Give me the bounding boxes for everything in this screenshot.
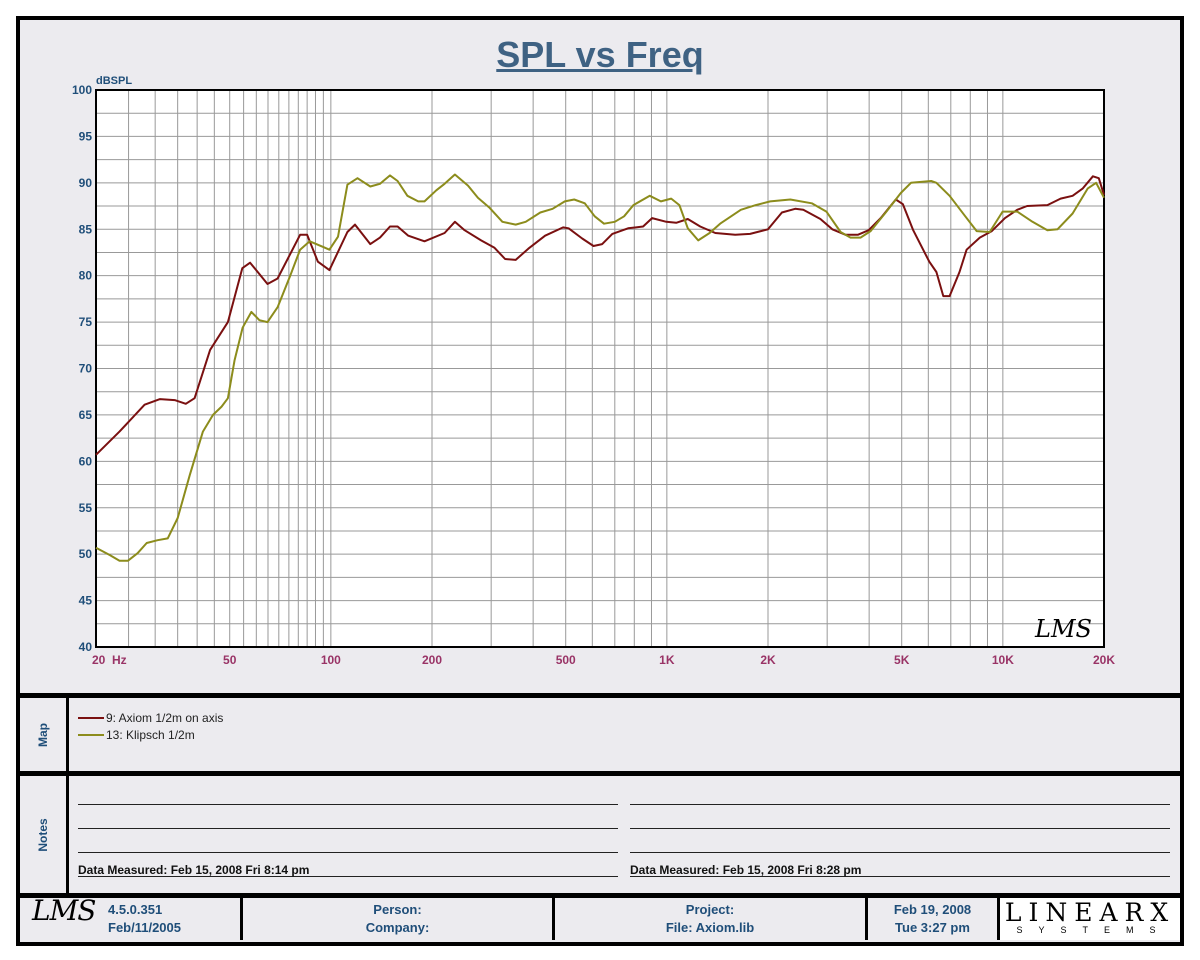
brand-name: LINEARX <box>1004 898 1176 927</box>
lms-logo: LMS <box>32 894 96 927</box>
note-line <box>78 828 618 829</box>
legend-swatch-icon <box>78 734 104 736</box>
series-line-axiom <box>95 175 1105 456</box>
divider <box>20 693 1180 698</box>
divider <box>20 771 1180 776</box>
note-line <box>630 828 1170 829</box>
y-axis-label: dBSPL <box>96 75 132 87</box>
version: 4.5.0.351 <box>108 902 163 917</box>
y-tick-label: 100 <box>72 83 92 97</box>
report-frame: SPL vs Freq 40 45 50 55 60 65 70 75 80 85 90 95 100 d… <box>16 16 1184 946</box>
divider <box>20 893 1180 898</box>
legend-swatch-icon <box>78 717 104 719</box>
spl-chart: 40 45 50 55 60 65 70 75 80 85 90 95 100 dBSPL 20 Hz 50 1… <box>72 75 1115 667</box>
company-label: Company: <box>365 920 430 935</box>
map-label: Map <box>36 722 50 747</box>
print-date: Feb 19, 2008 <box>893 902 972 917</box>
legend-item-klipsch: 13: Klipsch 1/2m <box>78 728 195 742</box>
y-tick-label: 80 <box>79 269 93 283</box>
footer-version-cell: LMS 4.5.0.351 Feb/11/2005 <box>20 894 243 940</box>
x-tick-label: 50 <box>223 653 237 667</box>
footer-project-cell: Project: File: Axiom.lib <box>555 898 868 940</box>
y-tick-label: 70 <box>79 362 93 376</box>
legend-label: 13: Klipsch 1/2m <box>106 728 195 742</box>
y-tick-label: 40 <box>79 640 93 654</box>
y-tick-label: 50 <box>79 547 93 561</box>
x-tick-label: 20K <box>1093 653 1115 667</box>
note-line <box>630 852 1170 853</box>
project-label: Project: <box>685 902 735 917</box>
footer-person-cell: Person: Company: <box>243 898 555 940</box>
x-tick-label: 2K <box>760 653 776 667</box>
notes-section-label: Notes <box>20 776 69 893</box>
footer-date-cell: Feb 19, 2008 Tue 3:27 pm <box>868 898 1000 940</box>
brand-sub: SYSTEMS <box>1016 925 1172 935</box>
note-line <box>630 804 1170 805</box>
legend-label: 9: Axiom 1/2m on axis <box>106 711 224 725</box>
y-tick-label: 75 <box>79 315 93 329</box>
data-measured-left: Data Measured: Feb 15, 2008 Fri 8:14 pm <box>78 863 310 877</box>
note-line <box>630 876 1170 877</box>
lms-watermark: LMS <box>1034 615 1092 643</box>
x-tick-label: 5K <box>894 653 910 667</box>
map-section-label: Map <box>20 698 69 771</box>
person-label: Person: <box>373 902 422 917</box>
y-tick-label: 85 <box>79 222 93 236</box>
y-tick-label: 90 <box>79 176 93 190</box>
y-tick-label: 65 <box>79 408 93 422</box>
series-line-klipsch <box>95 173 1105 562</box>
y-tick-label: 45 <box>79 594 93 608</box>
y-tick-label: 55 <box>79 501 93 515</box>
x-tick-label: 20 Hz <box>92 653 127 667</box>
version-date: Feb/11/2005 <box>108 920 181 935</box>
x-tick-label: 100 <box>321 653 341 667</box>
y-tick-label: 60 <box>79 454 93 468</box>
x-tick-label: 1K <box>659 653 675 667</box>
file-label: File: Axiom.lib <box>665 920 755 935</box>
data-measured-right: Data Measured: Feb 15, 2008 Fri 8:28 pm <box>630 863 862 877</box>
chart-title: SPL vs Freq <box>496 34 704 75</box>
x-tick-label: 10K <box>992 653 1014 667</box>
y-tick-label: 95 <box>79 129 93 143</box>
x-tick-label: 500 <box>556 653 576 667</box>
legend-item-axiom: 9: Axiom 1/2m on axis <box>78 711 223 725</box>
x-tick-label: 200 <box>422 653 442 667</box>
note-line <box>78 804 618 805</box>
note-line <box>78 876 618 877</box>
note-line <box>78 852 618 853</box>
print-time: Tue 3:27 pm <box>895 920 970 935</box>
linearx-logo: LINEARX SYSTEMS <box>1000 898 1180 940</box>
plot-border <box>95 89 1105 648</box>
notes-label: Notes <box>36 817 50 852</box>
